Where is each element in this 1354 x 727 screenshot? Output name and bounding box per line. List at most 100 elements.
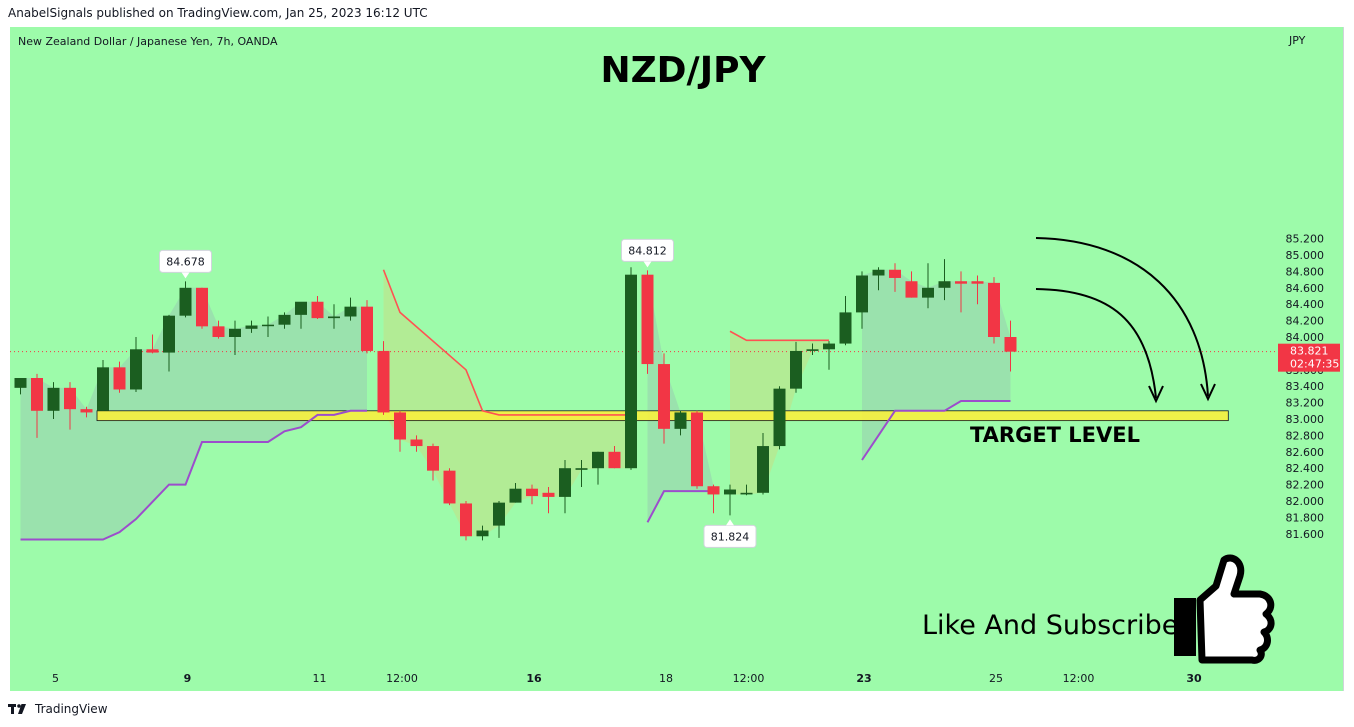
y-tick-label: 83.200 [1286,397,1325,410]
x-tick-label: 18 [659,672,673,685]
last-price-badge [1278,343,1340,372]
forecast-arrowhead-1 [1148,385,1164,404]
low-label: 81.824 [711,530,750,543]
candle-body [724,489,736,495]
candle-body [707,486,720,495]
resistance-line-1 [729,330,829,342]
candle-body [757,446,769,493]
y-tick-label: 84.400 [1286,298,1325,311]
candle-body [212,326,225,337]
publish-info: AnabelSignals published on TradingView.c… [8,6,428,20]
forecast-arrow-1 [1035,288,1157,399]
candle-body [196,287,208,327]
x-tick-label: 12:00 [1063,672,1095,685]
candle-body [559,468,571,497]
y-tick-label: 82.800 [1286,429,1325,442]
candle-body [691,412,703,487]
candle-body [31,378,43,411]
last-price-value: 83.821 [1290,345,1329,358]
thumb-cuff [1174,598,1196,656]
candle-body [47,387,60,411]
high-label-2-pointer [643,261,652,268]
symbol-description: New Zealand Dollar / Japanese Yen, 7h, O… [18,35,278,48]
y-tick-label: 82.000 [1286,495,1325,508]
x-tick-label: 9 [184,672,192,685]
y-tick-label: 83.400 [1286,380,1325,393]
candle-body [988,282,1000,337]
candle-body [773,388,786,447]
high-label-1: 84.678 [166,255,205,268]
candle-body [64,387,76,410]
candle-body [839,312,852,344]
forecast-arrow-2 [1035,237,1209,397]
candle-body [674,412,687,429]
candle-body [130,349,142,390]
y-tick-label: 81.800 [1286,511,1325,524]
price-currency: JPY [1289,34,1306,47]
tradingview-logo-icon [8,704,26,714]
candle-body [823,343,835,350]
x-tick-label: 5 [52,672,59,685]
y-tick-label: 84.000 [1286,331,1325,344]
candle-body [509,488,522,503]
candle-body [278,314,291,325]
x-tick-label: 30 [1186,672,1202,685]
thumbs-up-icon [1174,554,1275,664]
y-tick-label: 85.200 [1286,233,1325,246]
candle-body [608,451,621,469]
candle-body [658,364,670,429]
candle-body [245,325,258,329]
thumb-hand [1196,554,1275,664]
y-tick-label: 82.200 [1286,479,1325,492]
candle-body [806,349,819,351]
y-tick-label: 84.800 [1286,265,1325,278]
support-line-1 [646,490,714,523]
candle-body [476,530,489,537]
support-shade-1 [647,274,714,523]
y-tick-label: 81.600 [1286,528,1325,541]
candle-body [905,281,918,298]
candle-body [113,367,126,390]
forecast-arrowhead-2 [1200,383,1216,402]
high-label-2: 84.812 [628,244,667,257]
x-tick-label: 16 [526,672,542,685]
chart-title: NZD/JPY [600,50,766,91]
candle-body [311,301,324,319]
candle-body [526,488,538,497]
resistance-line-0 [382,269,631,416]
support-line-0 [20,409,367,541]
y-tick-label: 84.600 [1286,282,1325,295]
candle-body [740,492,753,495]
y-tick-label: 82.400 [1286,462,1325,475]
candle-body [460,503,472,537]
candle-body [889,269,901,278]
high-label-1-pointer [181,272,190,279]
candle-body [575,468,588,470]
y-tick-label: 83.000 [1286,413,1325,426]
x-tick-label: 25 [989,672,1003,685]
candle-body [179,287,192,316]
candle-body [938,281,951,288]
candle-body [542,492,555,497]
plot-area[interactable] [10,27,1344,691]
candle-body [163,315,175,353]
candle-body [856,275,868,313]
candle-body [872,269,885,276]
candle-body [80,409,93,413]
candle-body [229,328,241,337]
candle-body [427,446,439,471]
candle-body [592,451,604,469]
candle-body [394,412,406,440]
candle-body [295,301,307,315]
candle-body [97,367,109,411]
resistance-shade-0 [383,269,631,537]
x-tick-label: 23 [856,672,871,685]
candle-body [361,306,373,351]
x-tick-label: 11 [313,672,327,685]
candle-body [262,324,274,327]
candle-body [971,281,984,284]
candle-body [922,287,934,298]
x-tick-label: 12:00 [733,672,765,685]
candle-body [377,350,390,413]
